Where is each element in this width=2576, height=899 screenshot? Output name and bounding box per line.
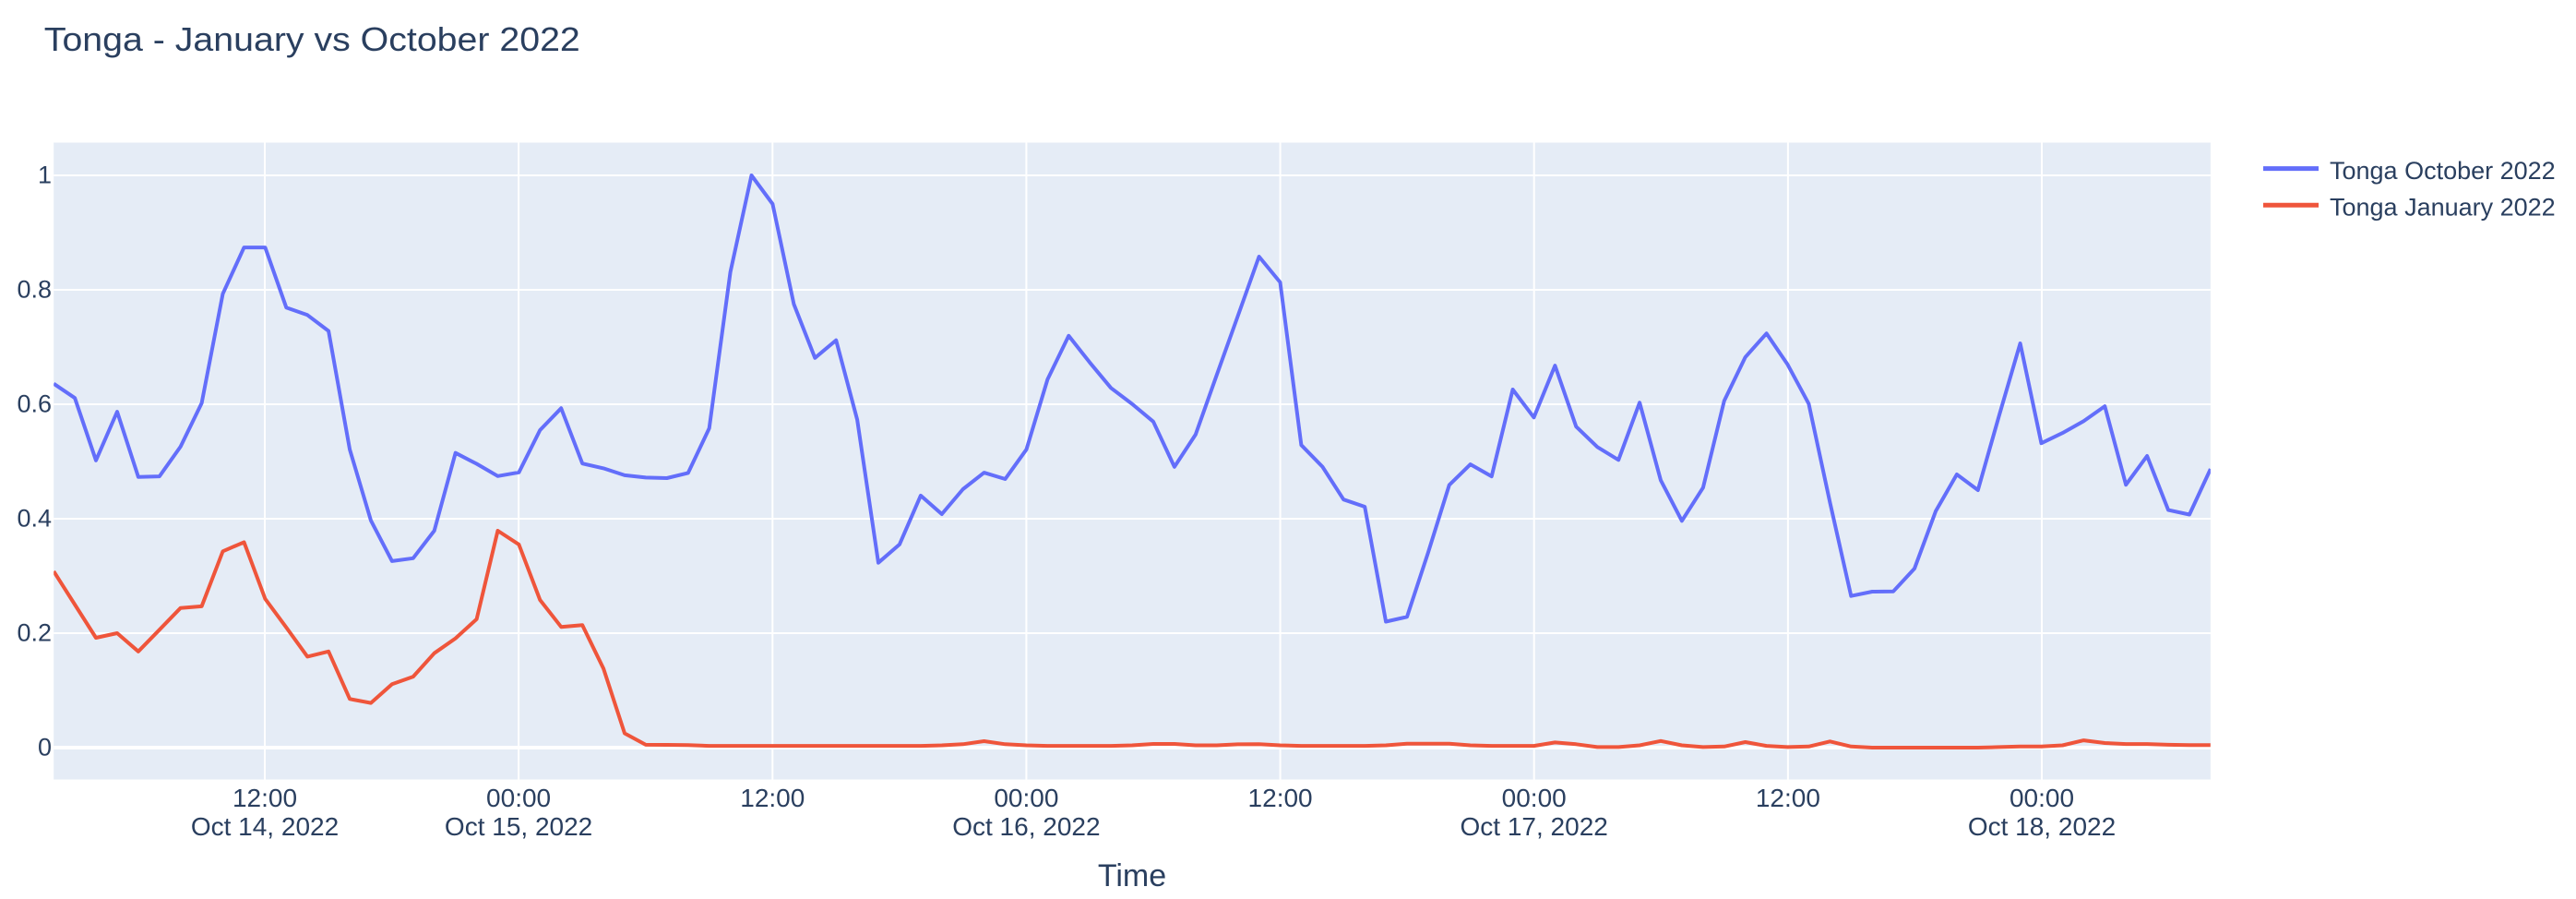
- svg-text:Time: Time: [1098, 858, 1166, 893]
- svg-text:0.6: 0.6: [17, 390, 52, 418]
- svg-text:0.2: 0.2: [17, 619, 52, 647]
- svg-text:Oct 17, 2022: Oct 17, 2022: [1461, 812, 1608, 841]
- svg-text:0.8: 0.8: [17, 276, 52, 304]
- svg-text:12:00: 12:00: [1248, 784, 1313, 812]
- svg-text:Tonga - January vs October 202: Tonga - January vs October 2022: [44, 20, 580, 58]
- svg-text:12:00: 12:00: [740, 784, 805, 812]
- svg-text:00:00: 00:00: [1502, 784, 1567, 812]
- svg-text:00:00: 00:00: [994, 784, 1058, 812]
- svg-text:Tonga January 2022: Tonga January 2022: [2330, 193, 2556, 221]
- svg-text:Tonga October 2022: Tonga October 2022: [2330, 157, 2556, 185]
- svg-text:00:00: 00:00: [486, 784, 551, 812]
- svg-text:0.4: 0.4: [17, 505, 52, 533]
- svg-text:12:00: 12:00: [233, 784, 297, 812]
- svg-text:00:00: 00:00: [2010, 784, 2074, 812]
- svg-text:1: 1: [38, 162, 52, 189]
- svg-text:Oct 14, 2022: Oct 14, 2022: [191, 812, 339, 841]
- svg-text:Oct 18, 2022: Oct 18, 2022: [1968, 812, 2116, 841]
- svg-text:Oct 16, 2022: Oct 16, 2022: [952, 812, 1100, 841]
- svg-text:12:00: 12:00: [1756, 784, 1820, 812]
- svg-text:Oct 15, 2022: Oct 15, 2022: [445, 812, 592, 841]
- svg-text:0: 0: [38, 734, 52, 761]
